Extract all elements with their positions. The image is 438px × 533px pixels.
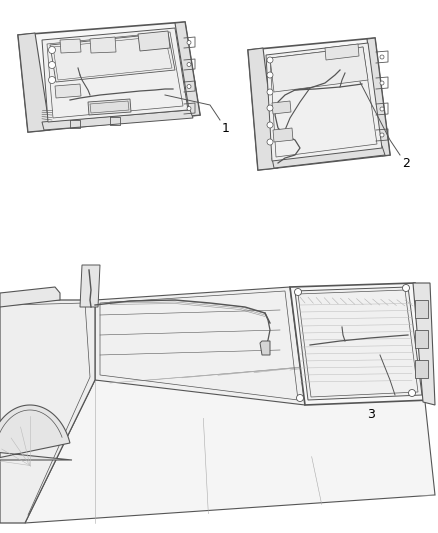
Circle shape [187,41,191,44]
Polygon shape [80,265,100,307]
Polygon shape [272,146,385,168]
Circle shape [49,46,56,53]
Polygon shape [50,33,175,82]
Polygon shape [18,22,200,132]
Polygon shape [413,283,435,405]
Polygon shape [415,330,428,348]
Polygon shape [272,101,291,114]
Polygon shape [138,31,170,51]
Polygon shape [55,84,81,98]
Circle shape [380,107,384,111]
Circle shape [294,288,301,295]
Circle shape [403,285,410,292]
Circle shape [380,81,384,85]
Circle shape [267,57,273,63]
Polygon shape [260,341,270,355]
Text: 2: 2 [402,157,410,170]
Polygon shape [90,37,116,53]
Polygon shape [367,38,390,156]
Polygon shape [415,300,428,318]
Circle shape [409,390,416,397]
Polygon shape [95,287,305,405]
Polygon shape [25,355,435,523]
Polygon shape [273,128,293,142]
Circle shape [49,77,56,84]
Circle shape [267,89,273,95]
Circle shape [267,72,273,78]
Polygon shape [325,44,359,60]
Circle shape [267,139,273,145]
Circle shape [187,62,191,67]
Circle shape [380,55,384,59]
Polygon shape [42,28,188,122]
Polygon shape [248,38,390,170]
Polygon shape [0,405,72,460]
Polygon shape [18,33,50,132]
Polygon shape [0,300,95,523]
Polygon shape [295,287,422,400]
Text: 1: 1 [222,122,230,135]
Circle shape [187,85,191,88]
Polygon shape [60,39,81,53]
Circle shape [267,122,273,128]
Polygon shape [270,47,368,92]
Polygon shape [0,287,60,307]
Text: 3: 3 [367,408,375,421]
Circle shape [380,133,384,137]
Circle shape [267,105,273,111]
Polygon shape [175,22,200,116]
Polygon shape [266,43,382,161]
Polygon shape [290,283,430,405]
Circle shape [187,107,191,110]
Polygon shape [248,48,278,170]
Polygon shape [88,99,131,115]
Circle shape [49,61,56,69]
Polygon shape [42,110,193,130]
Circle shape [297,394,304,401]
Polygon shape [415,360,428,378]
